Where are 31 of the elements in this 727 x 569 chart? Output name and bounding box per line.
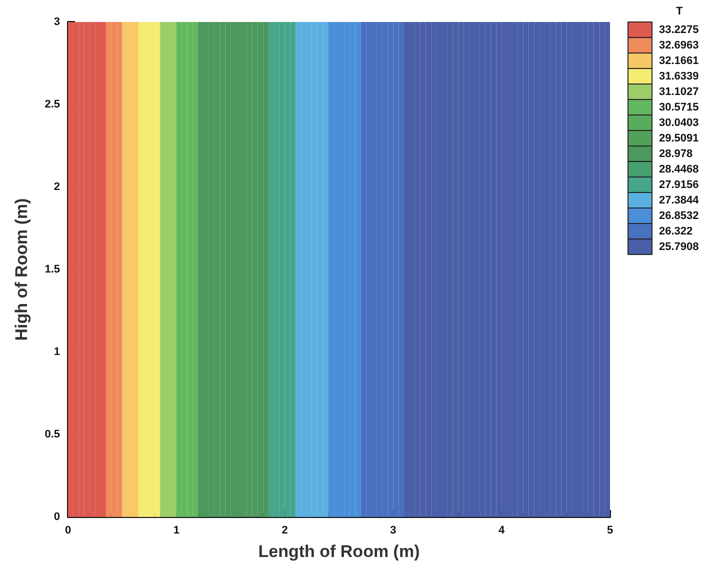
y-tick-label: 1.5 xyxy=(44,264,60,276)
x-tick-label: 1 xyxy=(173,524,180,536)
color-bar-label: 31.1027 xyxy=(659,86,699,98)
x-tick-label: 5 xyxy=(606,524,614,536)
color-bar-label: 29.5091 xyxy=(659,132,699,144)
y-tick-label: 2.5 xyxy=(44,98,60,110)
color-bar-label: 30.5715 xyxy=(659,101,699,114)
color-bar-label: 26.8532 xyxy=(659,210,699,222)
x-tick-label: 2 xyxy=(282,524,288,536)
color-bar-label: 25.7908 xyxy=(659,240,699,253)
x-tick-label: 4 xyxy=(498,524,506,536)
color-bar-label: 31.6339 xyxy=(659,70,699,82)
y-tick-label: 0 xyxy=(54,511,60,523)
y-tick-label: 1 xyxy=(54,346,60,358)
color-bar-label: 28.978 xyxy=(659,148,693,160)
y-tick-label: 2 xyxy=(54,181,60,193)
color-bar-label: 28.4468 xyxy=(659,163,699,176)
color-bar-label: 30.0403 xyxy=(659,116,699,129)
y-tick-label: 0.5 xyxy=(44,428,60,440)
y-tick-label: 3 xyxy=(54,16,60,28)
color-bar-label: 27.3844 xyxy=(659,194,700,206)
y-axis-title: High of Room (m) xyxy=(12,198,31,341)
x-tick-label: 3 xyxy=(390,524,396,536)
x-axis-title: Length of Room (m) xyxy=(258,542,420,561)
color-bar-label: 33.2275 xyxy=(659,24,699,36)
color-bar-title: T xyxy=(676,6,683,18)
x-tick-label: 0 xyxy=(64,524,72,536)
color-bar-label: 32.1661 xyxy=(659,54,699,67)
color-bar-label: 26.322 xyxy=(659,225,693,238)
color-bar-label: 27.9156 xyxy=(659,178,699,191)
color-bar-label: 32.6963 xyxy=(659,39,699,52)
